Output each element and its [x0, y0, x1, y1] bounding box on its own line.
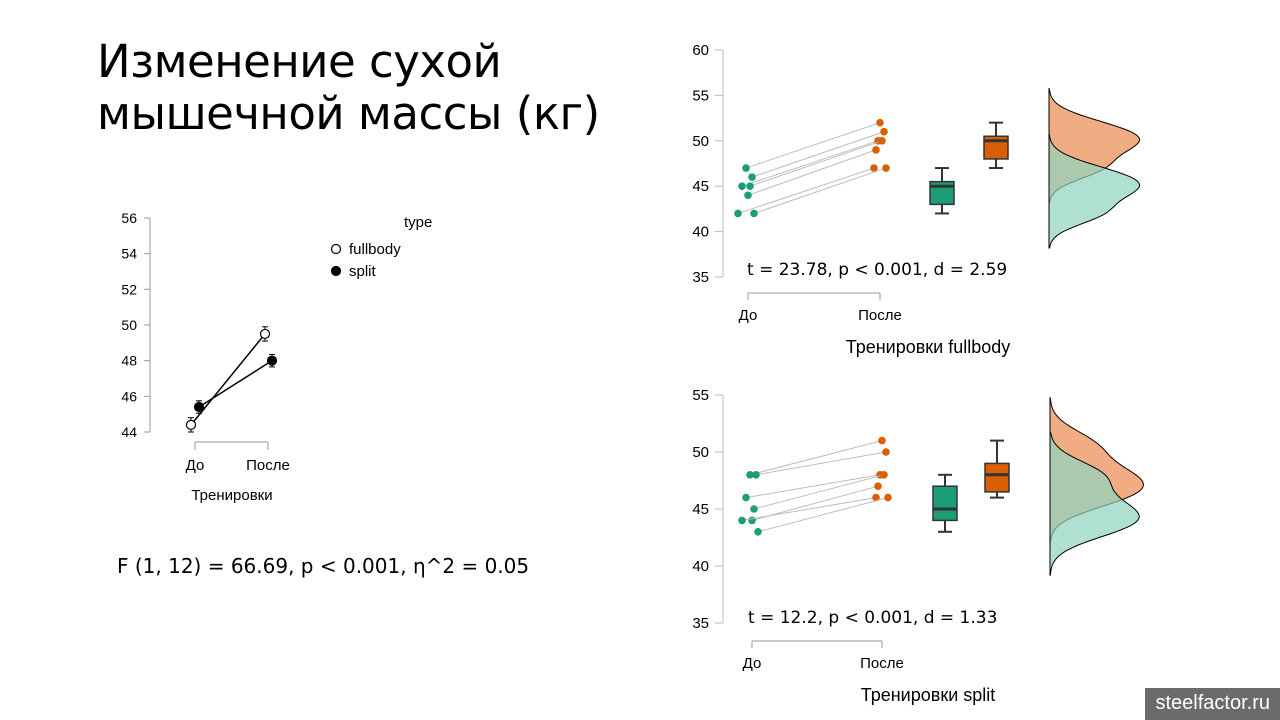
density-before — [1048, 133, 1141, 249]
pair-line — [745, 474, 881, 499]
y-tick-label: 50 — [692, 133, 709, 150]
x-tick-label: После — [858, 307, 902, 324]
pair-line — [749, 440, 883, 476]
point-before — [750, 505, 758, 513]
point-before — [742, 493, 750, 502]
pair-line — [741, 140, 879, 187]
x-tick-label: После — [246, 457, 290, 474]
y-tick-label: 48 — [121, 353, 137, 369]
pair-line — [751, 131, 885, 178]
y-tick-label: 35 — [692, 269, 709, 286]
point-before — [734, 209, 742, 218]
y-tick-label: 50 — [121, 317, 137, 333]
y-tick-label: 55 — [692, 387, 709, 404]
box-body — [984, 462, 1010, 493]
density-before — [1049, 431, 1140, 576]
pair-line — [753, 167, 887, 214]
point-before — [744, 191, 752, 200]
y-tick-label: 35 — [692, 615, 709, 632]
x-tick-label: После — [860, 655, 904, 672]
y-tick-label: 50 — [692, 444, 709, 461]
point-after — [874, 482, 882, 491]
pair-line — [747, 149, 877, 196]
x-tick-label: До — [186, 457, 205, 474]
legend-label: fullbody — [349, 241, 401, 258]
y-tick-label: 45 — [692, 501, 709, 518]
point-after — [884, 493, 892, 502]
test-annotation: t = 23.78, p < 0.001, d = 2.59 — [747, 260, 1007, 280]
point-after — [880, 471, 888, 479]
y-tick-label: 54 — [121, 246, 137, 262]
point-before — [746, 471, 754, 479]
point-after — [882, 164, 890, 172]
page-title: Изменение сухой мышечной массы (кг) — [97, 36, 600, 140]
y-tick-label: 56 — [121, 210, 137, 226]
title-line-1: Изменение сухой — [97, 35, 502, 88]
y-tick-label: 52 — [121, 281, 137, 297]
pair-line — [749, 140, 883, 187]
pair-line — [755, 451, 887, 476]
series-line-split — [198, 360, 273, 408]
y-tick-label: 45 — [692, 178, 709, 195]
point-split — [266, 355, 278, 366]
point-after — [878, 436, 886, 445]
point-fullbody — [259, 328, 271, 340]
x-tick-label: До — [743, 655, 762, 672]
point-fullbody — [185, 419, 197, 430]
point-before — [754, 528, 762, 536]
point-after — [880, 127, 888, 136]
point-after — [872, 493, 880, 502]
point-before — [746, 182, 754, 190]
box-body — [932, 485, 958, 522]
point-after — [870, 164, 878, 172]
y-tick-label: 44 — [121, 424, 137, 440]
point-before — [752, 471, 760, 479]
x-axis-label: Тренировки — [191, 487, 272, 504]
pair-line — [737, 167, 875, 214]
y-tick-label: 40 — [692, 224, 709, 241]
legend-marker-fullbody — [330, 243, 342, 255]
anova-result: F (1, 12) = 66.69, p < 0.001, η^2 = 0.05 — [117, 554, 530, 578]
watermark: steelfactor.ru — [1145, 688, 1280, 720]
point-before — [738, 516, 746, 525]
point-before — [748, 173, 756, 181]
point-after — [878, 137, 886, 145]
test-annotation: t = 12.2, p < 0.001, d = 1.33 — [748, 608, 997, 628]
pair-line — [745, 122, 881, 169]
y-tick-label: 46 — [121, 388, 137, 404]
x-axis-label: Тренировки split — [861, 685, 996, 705]
point-after — [876, 118, 884, 127]
x-axis-label: Тренировки fullbody — [846, 337, 1011, 357]
point-before — [742, 164, 750, 172]
point-after — [872, 146, 880, 154]
point-after — [882, 448, 890, 456]
y-tick-label: 55 — [692, 87, 709, 104]
y-tick-label: 40 — [692, 558, 709, 575]
x-tick-label: До — [739, 307, 758, 324]
series-line-fullbody — [190, 333, 266, 426]
point-before — [738, 182, 746, 190]
legend-label: split — [349, 263, 377, 280]
point-split — [193, 401, 205, 413]
pair-line — [753, 474, 885, 510]
legend-marker-split — [330, 265, 342, 277]
pair-line — [757, 497, 889, 533]
pair-line — [741, 497, 877, 521]
legend-title: type — [404, 214, 432, 231]
title-line-2: мышечной массы (кг) — [97, 87, 600, 140]
y-tick-label: 60 — [692, 42, 709, 59]
point-before — [750, 209, 758, 218]
